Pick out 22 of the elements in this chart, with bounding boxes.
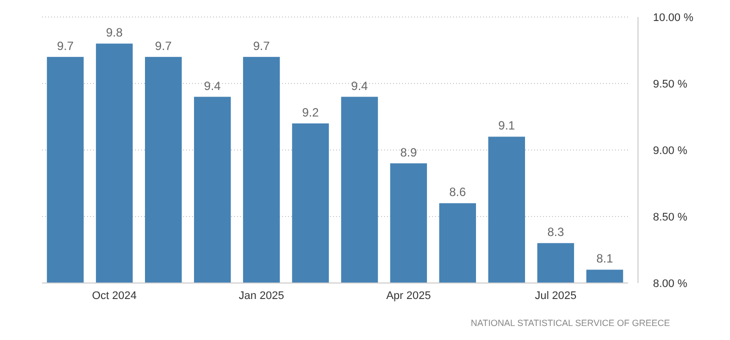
- data-label: 9.8: [106, 26, 123, 40]
- data-label: 9.7: [155, 38, 172, 53]
- x-tick-label: Jan 2025: [238, 290, 284, 302]
- x-tick-label: Apr 2025: [386, 290, 431, 302]
- y-tick-label: 9.50 %: [653, 78, 688, 90]
- data-label: 8.6: [449, 185, 466, 200]
- data-label: 9.1: [498, 118, 516, 133]
- data-label: 8.9: [400, 145, 418, 160]
- y-tick-label: 10.00 %: [653, 12, 694, 24]
- y-tick-label: 9.00 %: [653, 145, 688, 157]
- text: NATIONAL STATISTICAL SERVICE OF GREECE: [470, 318, 670, 328]
- x-tick-label: Oct 2024: [92, 290, 137, 302]
- data-label: 8.3: [547, 225, 564, 240]
- data-label: 9.2: [302, 105, 320, 120]
- data-label: 9.4: [351, 78, 368, 93]
- data-label: 8.1: [596, 252, 614, 266]
- y-tick-label: 8.50 %: [653, 212, 688, 224]
- x-tick-label: Jul 2025: [534, 290, 576, 302]
- y-tick-label: 8.00 %: [653, 278, 688, 290]
- data-label: 9.7: [253, 38, 270, 53]
- data-label: 9.4: [204, 78, 222, 93]
- data-label: 9.7: [56, 38, 74, 53]
